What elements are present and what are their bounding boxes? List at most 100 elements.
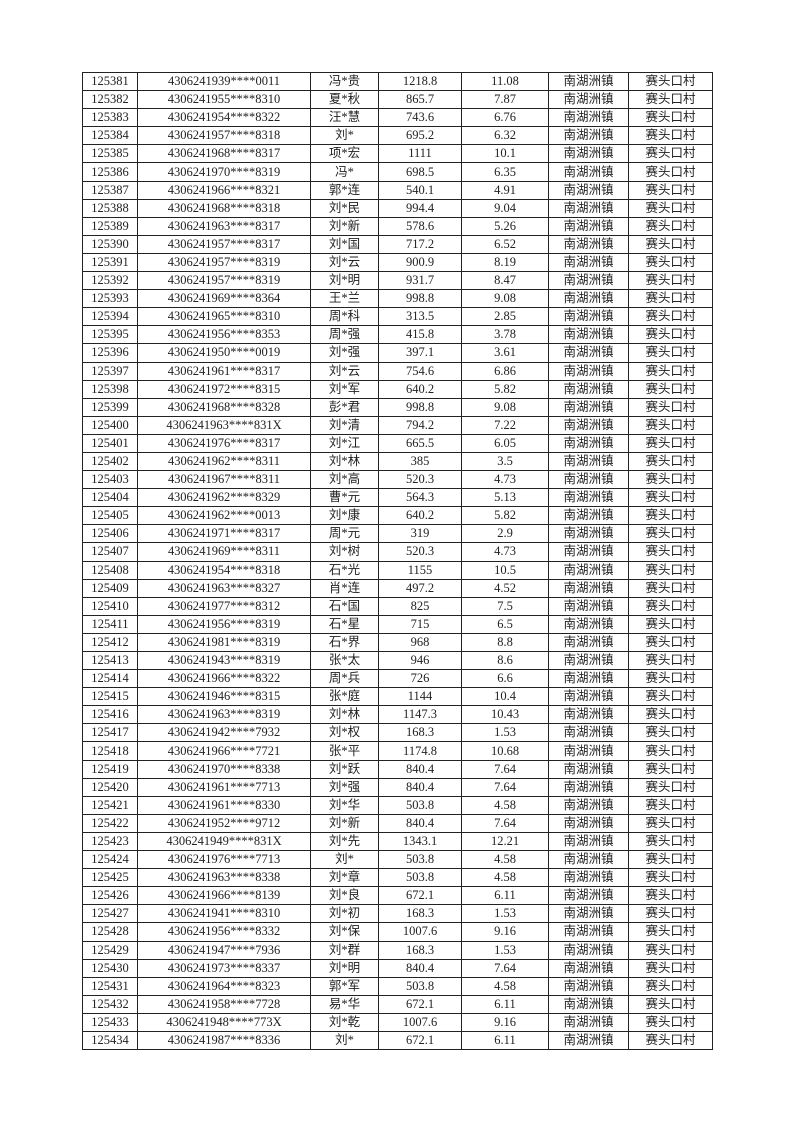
name-cell: 冯* [310,162,379,182]
serial-number-cell: 125410 [82,596,138,616]
amount-cell: 6.11 [461,994,549,1014]
serial-number-cell: 125418 [82,741,138,761]
area-cell: 672.1 [378,1030,462,1051]
village-cell: 赛头口村 [628,524,713,544]
serial-number-cell: 125434 [82,1030,138,1051]
village-cell: 赛头口村 [628,216,713,236]
name-cell: 刘*江 [310,433,379,453]
amount-cell: 6.76 [461,108,549,128]
area-cell: 503.8 [378,850,462,870]
amount-cell: 7.64 [461,759,549,779]
amount-cell: 10.5 [461,560,549,580]
id-number-cell: 4306241963****8327 [137,578,311,598]
town-cell: 南湖洲镇 [548,777,629,797]
amount-cell: 6.05 [461,433,549,453]
town-cell: 南湖洲镇 [548,723,629,743]
name-cell: 王*兰 [310,289,379,309]
name-cell: 刘*林 [310,705,379,725]
name-cell: 刘*新 [310,813,379,833]
amount-cell: 3.78 [461,325,549,345]
area-cell: 168.3 [378,904,462,924]
village-cell: 赛头口村 [628,397,713,417]
id-number-cell: 4306241954****8322 [137,108,311,128]
area-cell: 540.1 [378,180,462,200]
name-cell: 刘*跃 [310,759,379,779]
village-cell: 赛头口村 [628,940,713,960]
area-cell: 665.5 [378,433,462,453]
table-row: 125434 4306241987****8336 刘* 672.1 6.11 南湖洲镇赛… [82,1030,713,1051]
id-number-cell: 4306241968****8317 [137,144,311,164]
table-row: 125391 4306241957****8319 刘*云 900.9 8.19 南湖洲镇… [82,252,713,273]
table-row: 125397 4306241961****8317 刘*云 754.6 6.86 南湖洲镇… [82,361,713,381]
id-number-cell: 4306241964****8323 [137,976,311,996]
name-cell: 项*宏 [310,144,379,164]
id-number-cell: 4306241947****7936 [137,940,311,960]
id-number-cell: 4306241963****8319 [137,705,311,725]
serial-number-cell: 125394 [82,307,138,327]
id-number-cell: 4306241962****8329 [137,488,311,508]
serial-number-cell: 125431 [82,976,138,996]
amount-cell: 6.52 [461,234,549,254]
amount-cell: 4.58 [461,868,549,888]
serial-number-cell: 125400 [82,415,138,435]
town-cell: 南湖洲镇 [548,705,629,725]
id-number-cell: 4306241963****8317 [137,216,311,236]
name-cell: 刘*民 [310,198,379,218]
name-cell: 刘*云 [310,252,379,273]
serial-number-cell: 125397 [82,361,138,381]
table-row: 125426 4306241966****8139 刘*良 672.1 6.11 南湖洲镇… [82,886,713,906]
amount-cell: 2.85 [461,307,549,327]
village-cell: 赛头口村 [628,958,713,978]
area-cell: 998.8 [378,397,462,417]
id-number-cell: 4306241961****7713 [137,777,311,797]
serial-number-cell: 125426 [82,886,138,906]
id-number-cell: 4306241976****8317 [137,433,311,453]
table-row: 125418 4306241966****7721 张*平 1174.8 10.68 南湖… [82,741,713,761]
amount-cell: 6.86 [461,361,549,381]
amount-cell: 12.21 [461,831,549,852]
serial-number-cell: 125412 [82,632,138,653]
table-row: 125422 4306241952****9712 刘*新 840.4 7.64 南湖洲镇… [82,813,713,833]
village-cell: 赛头口村 [628,922,713,942]
village-cell: 赛头口村 [628,415,713,435]
amount-cell: 4.58 [461,976,549,996]
serial-number-cell: 125398 [82,379,138,399]
id-number-cell: 4306241976****7713 [137,850,311,870]
town-cell: 南湖洲镇 [548,831,629,852]
table-row: 125419 4306241970****8338 刘*跃 840.4 7.64 南湖洲镇… [82,759,713,779]
table-row: 125427 4306241941****8310 刘*初 168.3 1.53 南湖洲镇… [82,904,713,924]
area-cell: 640.2 [378,506,462,526]
name-cell: 刘*乾 [310,1012,379,1032]
area-cell: 415.8 [378,325,462,345]
name-cell: 刘*清 [310,415,379,435]
village-cell: 赛头口村 [628,560,713,580]
id-number-cell: 4306241950****0019 [137,343,311,363]
village-cell: 赛头口村 [628,307,713,327]
name-cell: 郭*连 [310,180,379,200]
name-cell: 刘*先 [310,831,379,852]
id-number-cell: 4306241970****8338 [137,759,311,779]
table-row: 125410 4306241977****8312 石*国 825 7.5 南湖洲镇 赛头口… [82,596,713,616]
table-row: 125387 4306241966****8321 郭*连 540.1 4.91 南湖洲镇… [82,180,713,200]
area-cell: 900.9 [378,252,462,273]
area-cell: 865.7 [378,90,462,110]
name-cell: 石*星 [310,614,379,634]
serial-number-cell: 125430 [82,958,138,978]
serial-number-cell: 125396 [82,343,138,363]
name-cell: 刘*云 [310,361,379,381]
serial-number-cell: 125425 [82,868,138,888]
serial-number-cell: 125428 [82,922,138,942]
table-row: 125413 4306241943****8319 张*太 946 8.6 南湖洲镇 赛头口… [82,650,713,671]
serial-number-cell: 125403 [82,470,138,490]
amount-cell: 11.08 [461,71,549,92]
id-number-cell: 4306241961****8317 [137,361,311,381]
serial-number-cell: 125382 [82,90,138,110]
table-row: 125403 4306241967****8311 刘*高 520.3 4.73 南湖洲镇… [82,470,713,490]
town-cell: 南湖洲镇 [548,669,629,689]
name-cell: 刘*群 [310,940,379,960]
town-cell: 南湖洲镇 [548,1030,629,1051]
village-cell: 赛头口村 [628,904,713,924]
village-cell: 赛头口村 [628,289,713,309]
table-row: 125383 4306241954****8322 汪*慧 743.6 6.76 南湖洲镇… [82,108,713,128]
village-cell: 赛头口村 [628,831,713,852]
